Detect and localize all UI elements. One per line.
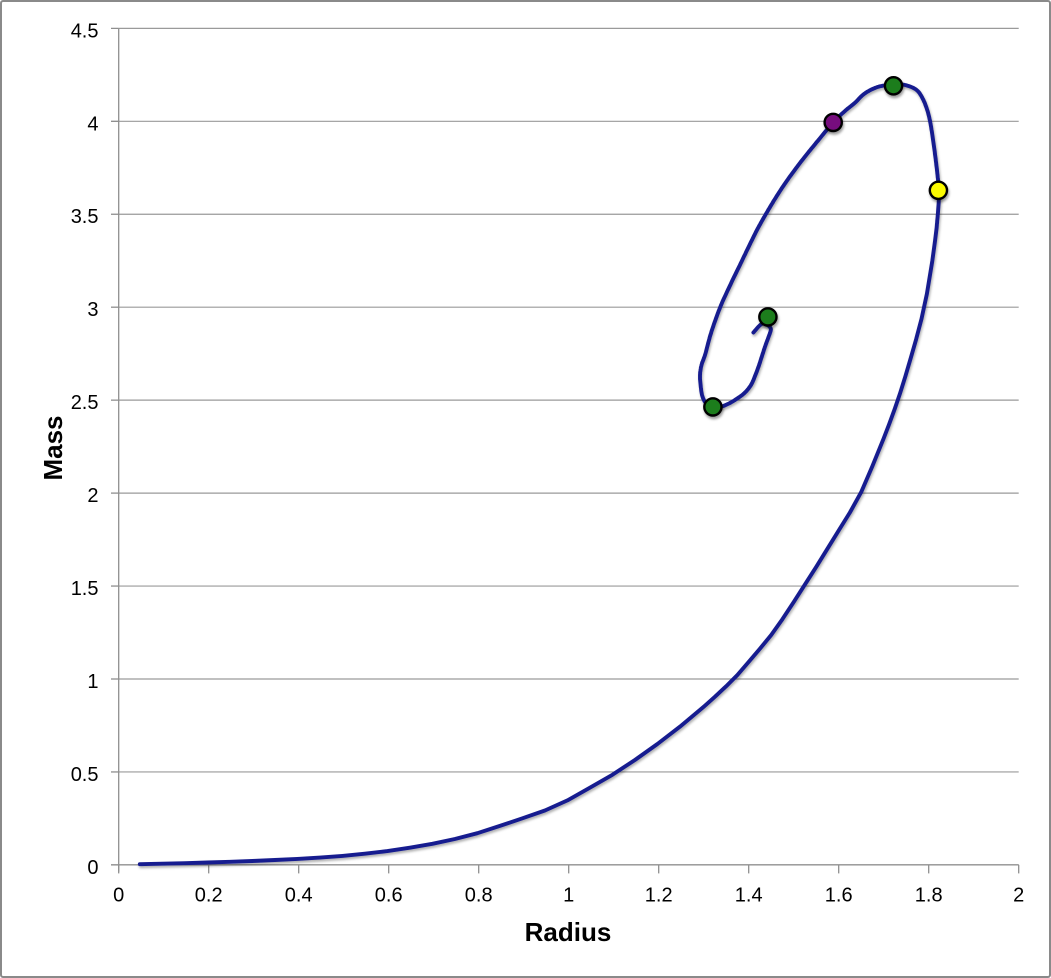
svg-text:2.5: 2.5: [71, 392, 99, 414]
svg-text:1.8: 1.8: [915, 885, 943, 907]
svg-text:0: 0: [113, 885, 124, 907]
svg-text:0.6: 0.6: [375, 885, 403, 907]
svg-text:3: 3: [87, 299, 98, 321]
svg-text:1.4: 1.4: [735, 885, 763, 907]
svg-text:3.5: 3.5: [71, 206, 99, 228]
svg-text:0.5: 0.5: [71, 764, 99, 786]
svg-text:4.5: 4.5: [71, 20, 99, 42]
svg-text:2: 2: [1013, 885, 1024, 907]
svg-text:1.6: 1.6: [825, 885, 853, 907]
svg-text:2: 2: [87, 485, 98, 507]
svg-text:4: 4: [87, 113, 98, 135]
svg-text:0.8: 0.8: [465, 885, 493, 907]
svg-text:1.5: 1.5: [71, 578, 99, 600]
svg-text:0.2: 0.2: [195, 885, 223, 907]
svg-text:Radius: Radius: [525, 917, 612, 947]
svg-text:1: 1: [563, 885, 574, 907]
svg-text:1.2: 1.2: [645, 885, 673, 907]
svg-text:Mass: Mass: [38, 415, 68, 480]
svg-text:1: 1: [87, 671, 98, 693]
svg-text:0: 0: [87, 857, 98, 879]
svg-text:0.4: 0.4: [285, 885, 313, 907]
